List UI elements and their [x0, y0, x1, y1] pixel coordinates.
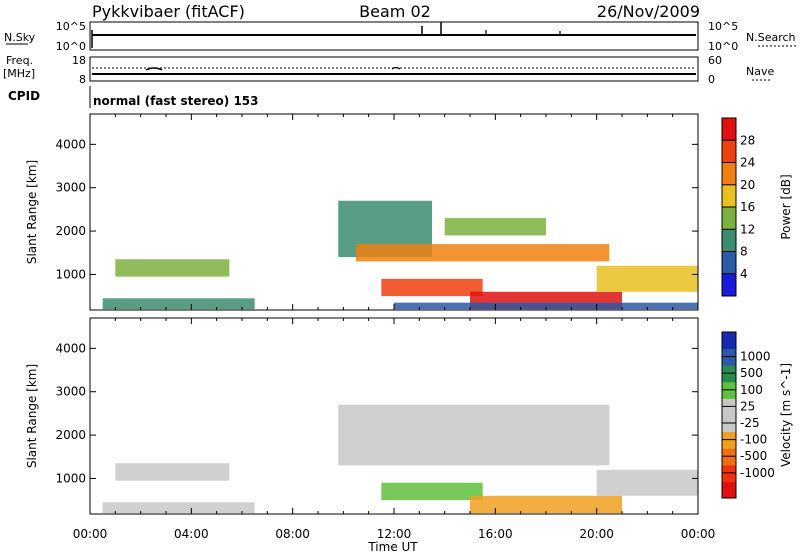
nsearch-tick-top: 10^5 [708, 20, 738, 33]
velocity-ytick-label: 3000 [55, 385, 86, 399]
velocity-colorbar-tick-label: -1000 [740, 466, 775, 480]
freq-label-1: Freq. [6, 54, 33, 67]
power-colorbar-segment [722, 184, 736, 208]
velocity-echo-region [596, 469, 698, 496]
power-colorbar-segment [722, 229, 736, 252]
power-ytick-label: 2000 [55, 224, 86, 238]
power-echo-region [596, 265, 698, 292]
velocity-panel: 1000 2000 3000 4000 Slant Range [km] [25, 317, 699, 515]
power-echo-region [102, 298, 255, 310]
velocity-ylabel: Slant Range [km] [25, 364, 39, 468]
cpid-label: CPID [8, 89, 40, 103]
velocity-colorbar-tick-label: -100 [740, 433, 767, 447]
power-echo-region [444, 218, 546, 236]
nsky-label: N.Sky [4, 31, 36, 44]
velocity-colorbar: 1000 500 100 25 -25 -100 -500 -1000 Velocity [m … [721, 331, 793, 499]
x-tick-label: 16:00 [478, 527, 513, 541]
power-colorbar-label: Power [dB] [779, 174, 793, 239]
power-colorbar-tick-label: 20 [740, 178, 755, 192]
power-colorbar: 4 8 12 16 20 24 28 Power [dB] [721, 117, 793, 297]
velocity-colorbar-tick-label: 25 [740, 399, 755, 413]
velocity-echo-region [381, 482, 483, 501]
power-colorbar-segment [722, 140, 736, 163]
x-tick-label: 12:00 [377, 527, 412, 541]
velocity-colorbar-tick-label: -25 [740, 416, 760, 430]
velocity-colorbar-segment [722, 381, 736, 399]
power-colorbar-segment [722, 273, 736, 297]
velocity-colorbar-segment [722, 431, 736, 449]
velocity-colorbar-segment [722, 365, 736, 383]
power-echo-region [356, 244, 610, 262]
nsky-strip: N.Sky 10^5 10^0 10^5 10^0 N.Search [4, 20, 796, 53]
power-ylabel: Slant Range [km] [25, 160, 39, 264]
power-echo-region [394, 302, 698, 310]
nsearch-label: N.Search [746, 31, 796, 44]
cpid-text: normal (fast stereo) 153 [93, 94, 259, 108]
nsky-tick-top: 10^5 [56, 20, 86, 33]
power-ytick-label: 1000 [55, 267, 86, 281]
freq-tick-top: 18 [72, 54, 86, 67]
power-panel: 1000 2000 3000 4000 Slant Range [km] [25, 113, 699, 311]
velocity-colorbar-segment [722, 415, 736, 433]
velocity-ytick-label: 2000 [55, 428, 86, 442]
velocity-colorbar-tick-label: 500 [740, 366, 763, 380]
velocity-colorbar-segment [722, 481, 736, 499]
power-colorbar-tick-label: 12 [740, 222, 755, 236]
power-echo-region [381, 278, 483, 297]
velocity-colorbar-segment [722, 348, 736, 366]
power-colorbar-tick-label: 4 [740, 267, 748, 281]
freq-tick-bottom: 8 [79, 73, 86, 86]
cpid-row: CPID normal (fast stereo) 153 [8, 86, 259, 108]
power-ytick-label: 3000 [55, 181, 86, 195]
velocity-colorbar-segment [722, 448, 736, 466]
x-tick-label: 04:00 [174, 527, 209, 541]
x-axis-label: Time UT [367, 540, 418, 554]
freq-label-2: [MHz] [3, 67, 35, 80]
velocity-echo-region [338, 404, 610, 466]
velocity-colorbar-segment [722, 398, 736, 416]
power-colorbar-tick-label: 24 [740, 156, 755, 170]
freq-strip: Freq. [MHz] 18 8 60 0 Nave [3, 54, 774, 86]
power-colorbar-segment [722, 251, 736, 275]
velocity-echo-region [470, 495, 622, 514]
power-colorbar-segment [722, 207, 736, 230]
velocity-colorbar-tick-label: -500 [740, 449, 767, 463]
power-echo-region [115, 259, 230, 277]
velocity-ytick-label: 1000 [55, 471, 86, 485]
power-ytick-label: 4000 [55, 137, 86, 151]
velocity-echo-region [115, 463, 230, 481]
nave-tick-bottom: 0 [708, 73, 715, 86]
velocity-colorbar-frame [721, 331, 737, 499]
velocity-colorbar-tick-label: 100 [740, 383, 763, 397]
velocity-ytick-label: 4000 [55, 341, 86, 355]
x-tick-label: 08:00 [275, 527, 310, 541]
nsky-tick-bottom: 10^0 [56, 40, 86, 53]
x-tick-label: 00:00 [73, 527, 108, 541]
velocity-colorbar-label: Velocity [m s^-1] [779, 363, 793, 467]
nsearch-tick-bottom: 10^0 [708, 40, 738, 53]
power-colorbar-tick-label: 8 [740, 245, 748, 259]
velocity-colorbar-segment [722, 332, 736, 350]
date-title: 26/Nov/2009 [597, 2, 700, 21]
power-colorbar-tick-label: 16 [740, 200, 755, 214]
nave-tick-top: 60 [708, 54, 722, 67]
station-title: Pykkvibaer (fitACF) [92, 2, 245, 21]
power-colorbar-segment [722, 118, 736, 141]
velocity-colorbar-tick-label: 1000 [740, 350, 771, 364]
x-tick-label: 00:00 [681, 527, 716, 541]
nave-label: Nave [746, 65, 774, 78]
x-axis-ticks: 00:00 04:00 08:00 12:00 16:00 20:00 00:00 [73, 527, 716, 541]
power-colorbar-segment [722, 162, 736, 186]
velocity-colorbar-segment [722, 464, 736, 482]
velocity-echo-region [102, 502, 255, 514]
beam-title: Beam 02 [359, 2, 431, 21]
x-tick-label: 20:00 [579, 527, 614, 541]
power-colorbar-tick-label: 28 [740, 133, 755, 147]
